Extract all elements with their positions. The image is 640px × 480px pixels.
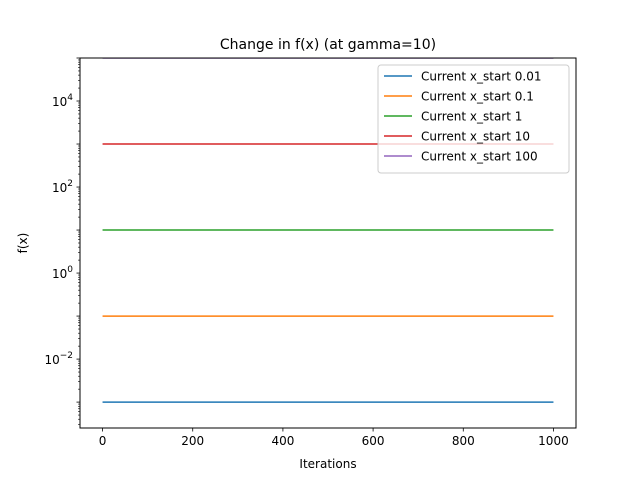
x-tick-label: 0: [99, 434, 107, 448]
legend-label: Current x_start 0.01: [421, 70, 541, 84]
y-tick-exponent: −2: [60, 351, 73, 361]
y-tick-exponent: 2: [67, 179, 73, 189]
legend-label: Current x_start 10: [421, 130, 530, 144]
series-layer: [102, 58, 554, 403]
y-tick-base: 10: [52, 95, 67, 109]
x-axis-label: Iterations: [299, 457, 356, 471]
x-tick-label: 600: [362, 434, 385, 448]
y-tick-label: 10−2: [44, 351, 73, 367]
legend-box: [377, 64, 570, 174]
legend: Current x_start 0.01 Current x_start 0.1 C…: [377, 64, 570, 174]
x-tick-label: 400: [271, 434, 294, 448]
chart-title: Change in f(x) (at gamma=10): [220, 37, 436, 53]
legend-label: Current x_start 0.1: [421, 90, 534, 104]
y-axis-label: f(x): [16, 233, 30, 254]
y-tick-label: 102: [52, 179, 73, 195]
legend-label: Current x_start 1: [421, 110, 522, 124]
x-tick-label: 200: [181, 434, 204, 448]
x-axis: 0 200 400 600 800 1000: [99, 428, 569, 448]
y-tick-base: 10: [44, 353, 59, 367]
y-tick-base: 10: [52, 181, 67, 195]
x-tick-label: 1000: [538, 434, 569, 448]
y-tick-base: 10: [52, 267, 67, 281]
x-tick-label: 800: [452, 434, 475, 448]
y-tick-exponent: 0: [67, 265, 73, 275]
y-tick-label: 104: [52, 93, 73, 109]
y-tick-label: 100: [52, 265, 73, 281]
y-tick-exponent: 4: [67, 93, 73, 103]
legend-label: Current x_start 100: [421, 150, 538, 164]
